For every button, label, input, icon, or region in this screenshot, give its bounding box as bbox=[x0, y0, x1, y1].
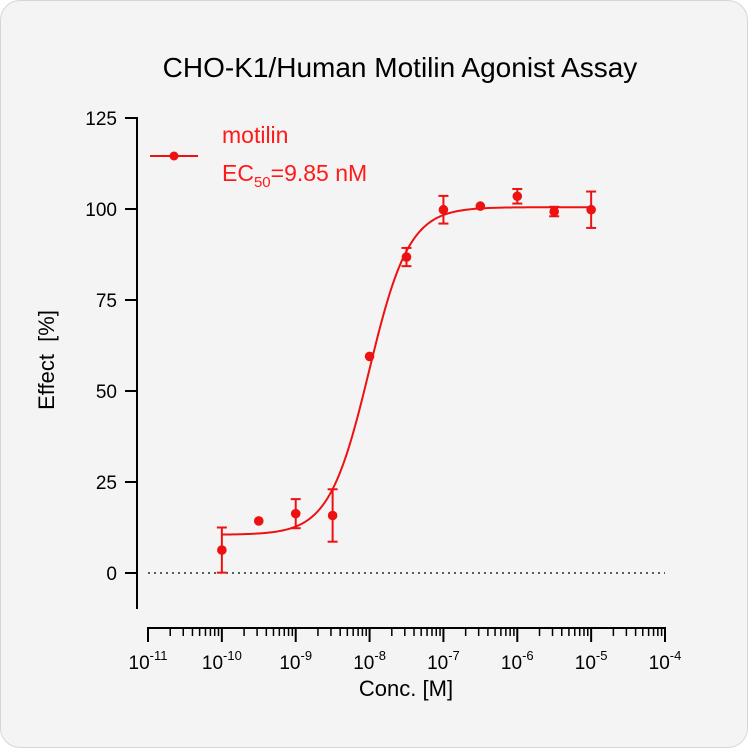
legend-ec50-value: =9.85 nM bbox=[271, 160, 368, 186]
x-tick-label: 10-9 bbox=[279, 648, 312, 674]
data-point bbox=[290, 508, 301, 519]
x-tick-exponent: -7 bbox=[448, 648, 460, 663]
plot-area bbox=[148, 187, 665, 574]
legend-ec50-subscript: 50 bbox=[254, 174, 271, 191]
x-tick-base: 10 bbox=[353, 653, 374, 674]
x-tick-label: 10-6 bbox=[501, 648, 534, 674]
y-tick-label: 0 bbox=[106, 564, 117, 585]
data-point bbox=[438, 204, 449, 215]
legend-marker bbox=[169, 151, 179, 161]
x-tick-label: 10-4 bbox=[649, 648, 682, 674]
data-point bbox=[327, 510, 338, 521]
y-axis-label: Effect [%] bbox=[34, 310, 59, 410]
y-tick-label: 125 bbox=[85, 109, 117, 130]
x-axis-label: Conc. [M] bbox=[359, 676, 453, 701]
x-tick-base: 10 bbox=[202, 653, 223, 674]
legend: motilin EC50=9.85 nM bbox=[150, 122, 367, 191]
x-tick-label: 10-10 bbox=[202, 648, 242, 674]
data-point bbox=[217, 545, 227, 555]
data-point bbox=[586, 204, 596, 215]
data-point bbox=[512, 191, 523, 202]
y-tick-label: 25 bbox=[96, 473, 117, 494]
x-tick-base: 10 bbox=[427, 653, 448, 674]
y-tick-label: 100 bbox=[85, 200, 117, 221]
x-axis: 10-11 10-10 10-9 10-8 10-7 10-6 10-5 10-4 bbox=[129, 627, 682, 674]
legend-ec50: EC50=9.85 nM bbox=[222, 160, 367, 191]
x-tick-exponent: -5 bbox=[596, 648, 608, 663]
x-tick-base: 10 bbox=[501, 653, 522, 674]
x-tick-exponent: -8 bbox=[374, 648, 386, 663]
x-tick-label: 10-5 bbox=[575, 648, 608, 674]
x-tick-base: 10 bbox=[575, 653, 596, 674]
x-tick-base: 10 bbox=[279, 653, 300, 674]
x-tick-label: 10-11 bbox=[129, 648, 168, 674]
y-axis: 0 25 50 75 100 125 bbox=[85, 109, 138, 609]
data-point bbox=[475, 201, 486, 211]
x-tick-exponent: -4 bbox=[670, 648, 682, 663]
y-tick-label: 50 bbox=[96, 382, 117, 403]
x-tick-label: 10-7 bbox=[427, 648, 460, 674]
legend-ec50-prefix: EC bbox=[222, 160, 254, 186]
x-tick-exponent: -9 bbox=[301, 648, 313, 663]
data-point bbox=[364, 351, 375, 362]
data-point bbox=[401, 252, 412, 262]
x-tick-exponent: -10 bbox=[223, 648, 242, 663]
chart-title: CHO-K1/Human Motilin Agonist Assay bbox=[163, 52, 638, 83]
x-tick-label: 10-8 bbox=[353, 648, 386, 674]
x-tick-base: 10 bbox=[649, 653, 670, 674]
x-tick-base: 10 bbox=[129, 653, 150, 674]
y-tick-label: 75 bbox=[96, 291, 117, 312]
data-point bbox=[253, 516, 264, 526]
x-tick-exponent: -11 bbox=[150, 648, 168, 663]
legend-series-name: motilin bbox=[222, 122, 288, 148]
x-tick-exponent: -6 bbox=[522, 648, 534, 663]
data-point bbox=[549, 206, 559, 217]
